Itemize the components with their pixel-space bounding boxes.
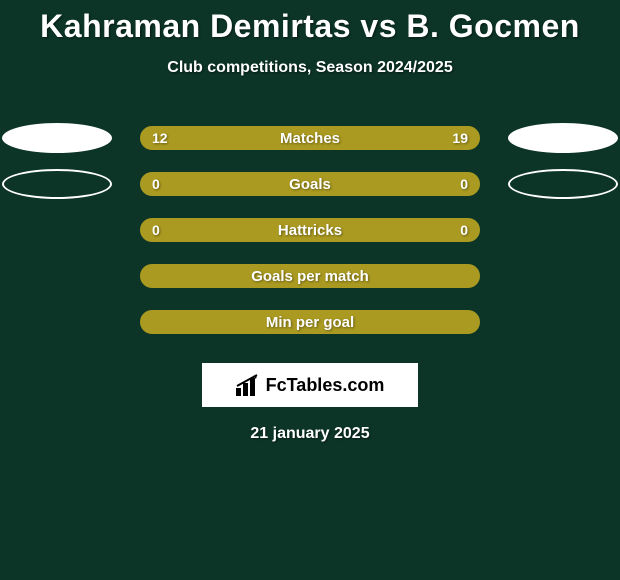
comparison-infographic: Kahraman Demirtas vs B. Gocmen Club comp… — [0, 0, 620, 580]
player-avatar-left — [2, 123, 112, 153]
stat-label: Goals — [289, 176, 331, 193]
stat-bar: Goals 0 0 — [140, 172, 480, 196]
stat-row: Matches 12 19 — [0, 115, 620, 161]
stat-row: Min per goal — [0, 299, 620, 345]
stat-value-left: 0 — [152, 176, 160, 192]
logo-box: FcTables.com — [202, 363, 418, 407]
logo: FcTables.com — [236, 374, 385, 396]
stat-value-right: 0 — [460, 176, 468, 192]
stat-bar: Goals per match — [140, 264, 480, 288]
stat-label: Min per goal — [266, 314, 354, 331]
player-avatar-left — [2, 169, 112, 199]
subtitle: Club competitions, Season 2024/2025 — [0, 59, 620, 77]
stat-bar: Matches 12 19 — [140, 126, 480, 150]
stat-value-left: 0 — [152, 222, 160, 238]
stat-bar: Min per goal — [140, 310, 480, 334]
stat-value-left: 12 — [152, 130, 168, 146]
stat-label: Matches — [280, 130, 340, 147]
player-avatar-right — [508, 123, 618, 153]
bars-icon — [236, 374, 262, 396]
stat-value-right: 19 — [452, 130, 468, 146]
stat-label: Goals per match — [251, 268, 369, 285]
logo-text: FcTables.com — [266, 375, 385, 396]
stat-row: Goals per match — [0, 253, 620, 299]
stat-row: Goals 0 0 — [0, 161, 620, 207]
stat-row: Hattricks 0 0 — [0, 207, 620, 253]
player-avatar-right — [508, 169, 618, 199]
stat-bar: Hattricks 0 0 — [140, 218, 480, 242]
stat-label: Hattricks — [278, 222, 342, 239]
stat-rows: Matches 12 19 Goals 0 0 Hattricks 0 0 Goals per m… — [0, 115, 620, 345]
page-title: Kahraman Demirtas vs B. Gocmen — [0, 0, 620, 45]
date-label: 21 january 2025 — [0, 425, 620, 443]
stat-value-right: 0 — [460, 222, 468, 238]
